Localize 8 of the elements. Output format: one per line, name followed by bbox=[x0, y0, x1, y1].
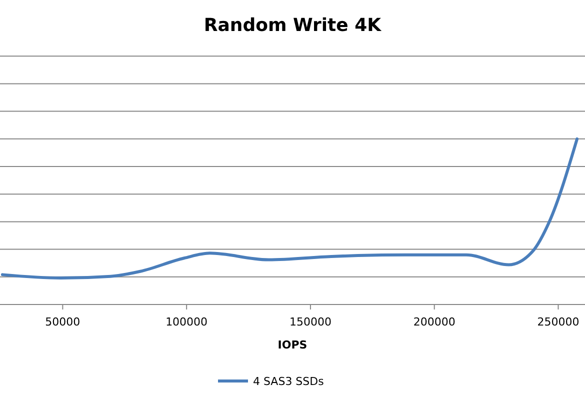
x-tick-label: 200000 bbox=[413, 316, 456, 328]
x-tick-label: 100000 bbox=[166, 316, 208, 328]
chart-title: Random Write 4K bbox=[204, 15, 382, 36]
x-axis-title: IOPS bbox=[278, 338, 308, 352]
legend-label: 4 SAS3 SSDs bbox=[253, 375, 324, 388]
x-tick-label: 150000 bbox=[289, 316, 332, 328]
x-tick-label: 250000 bbox=[537, 316, 580, 328]
x-tick-label: 50000 bbox=[45, 316, 80, 328]
